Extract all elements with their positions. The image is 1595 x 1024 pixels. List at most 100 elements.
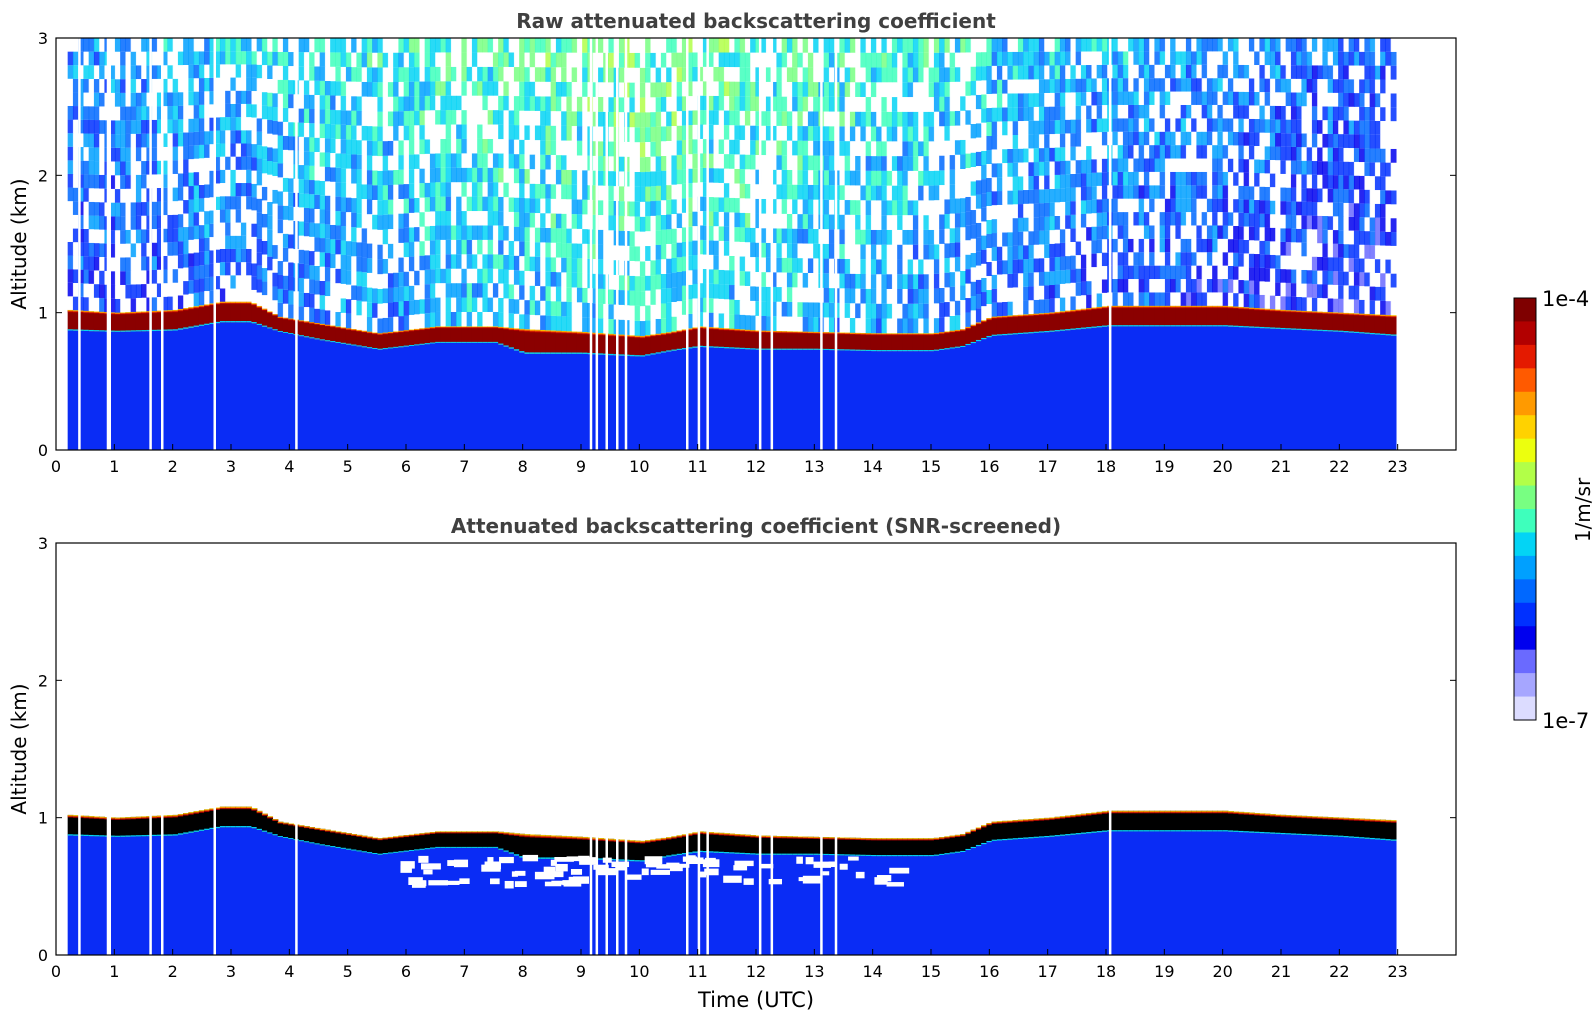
noise-cell: [309, 307, 316, 323]
noise-cell: [382, 317, 389, 333]
noise-cell: [729, 299, 736, 315]
cloud-edge-cell: [461, 327, 468, 329]
noise-cell: [676, 111, 683, 126]
cloud-edge-cell: [471, 327, 478, 329]
noise-cell: [319, 109, 326, 124]
noise-cell: [981, 263, 988, 278]
noise-cell: [1038, 106, 1045, 121]
noise-cell: [681, 154, 688, 170]
noise-cell: [183, 159, 190, 174]
noise-cell: [723, 255, 730, 271]
cloud-edge-cell: [823, 348, 830, 350]
noise-cell: [225, 209, 232, 223]
noise-cell: [960, 241, 967, 257]
noise-cell: [414, 285, 421, 300]
noise-cell: [88, 256, 95, 271]
noise-cell: [251, 223, 258, 237]
noise-cell: [981, 108, 988, 123]
panel1-title: Raw attenuated backscattering coefficien…: [516, 9, 996, 33]
noise-cell: [681, 169, 688, 184]
noise-cell: [330, 66, 337, 82]
cloud-edge-cell: [865, 333, 872, 334]
noise-cell: [72, 106, 79, 120]
noise-cell: [324, 152, 331, 168]
noise-cell: [393, 199, 400, 215]
noise-cell: [566, 301, 573, 317]
cloud-edge-cell: [750, 330, 757, 331]
noise-cell: [839, 155, 846, 171]
noise-cell: [1007, 149, 1014, 163]
noise-cell: [981, 38, 988, 53]
noise-cell: [361, 257, 368, 273]
noise-cell: [93, 256, 100, 271]
noise-cell: [687, 125, 694, 140]
cloud-edge-cell: [1049, 330, 1056, 332]
noise-cell: [466, 311, 473, 327]
noise-cell: [435, 167, 442, 183]
noise-cell: [193, 292, 200, 307]
cloud-edge-cell: [513, 329, 520, 331]
cloud-edge-cell: [188, 307, 195, 309]
noise-cell: [886, 244, 893, 260]
noise-cell: [1044, 299, 1051, 313]
noise-cell: [67, 65, 74, 79]
noise-cell: [419, 38, 426, 53]
noise-cell: [162, 146, 169, 161]
noise-cell: [681, 183, 688, 199]
noise-cell: [944, 38, 951, 53]
noise-cell: [314, 94, 321, 110]
noise-cell: [865, 185, 872, 201]
cloud-edge-cell: [519, 330, 526, 332]
cloud-edge-cell: [204, 306, 211, 307]
noise-cell: [209, 144, 216, 158]
noise-cell: [928, 229, 935, 245]
noise-cell: [692, 226, 699, 241]
noise-cell: [708, 139, 715, 154]
noise-cell: [760, 301, 767, 316]
noise-cell: [230, 156, 237, 170]
noise-cell: [933, 244, 940, 260]
cloud-edge-cell: [120, 313, 127, 315]
cloud-edge-cell: [897, 333, 904, 335]
noise-cell: [561, 155, 568, 170]
cloud-layer-cell: [886, 333, 893, 352]
noise-cell: [618, 186, 625, 202]
noise-cell: [319, 180, 326, 196]
noise-cell: [1038, 175, 1045, 190]
noise-cell: [939, 258, 946, 274]
noise-cell: [960, 300, 967, 315]
noise-cell: [340, 226, 347, 241]
cloud-edge-cell: [844, 333, 851, 335]
noise-cell: [881, 303, 888, 319]
noise-cell: [597, 200, 604, 216]
noise-cell: [954, 81, 961, 97]
noise-cell: [382, 303, 389, 318]
noise-cell: [555, 81, 562, 97]
cloud-layer-cell: [907, 333, 914, 352]
noise-cell: [125, 65, 132, 80]
noise-cell: [414, 154, 421, 169]
noise-cell: [981, 292, 988, 307]
noise-cell: [991, 288, 998, 303]
noise-cell: [183, 78, 190, 93]
cloud-edge-cell: [1002, 333, 1009, 336]
noise-cell: [886, 141, 893, 157]
cloud-edge-cell: [907, 350, 914, 352]
noise-cell: [330, 109, 337, 125]
noise-cell: [823, 155, 830, 171]
noise-cell: [130, 188, 137, 203]
cloud-edge-cell: [566, 331, 573, 333]
boundary-layer-cell: [414, 345, 421, 450]
cloud-edge-cell: [230, 302, 237, 304]
noise-cell: [1012, 93, 1019, 108]
noise-cell: [692, 124, 699, 140]
noise-cell: [954, 315, 961, 330]
cloud-edge-cell: [99, 313, 106, 315]
noise-cell: [298, 66, 305, 81]
noise-cell: [209, 210, 216, 224]
cloud-edge-cell: [1038, 313, 1045, 315]
noise-cell: [870, 318, 877, 334]
noise-cell: [256, 158, 263, 172]
cloud-edge-cell: [183, 327, 190, 329]
cloud-edge-cell: [760, 332, 767, 333]
